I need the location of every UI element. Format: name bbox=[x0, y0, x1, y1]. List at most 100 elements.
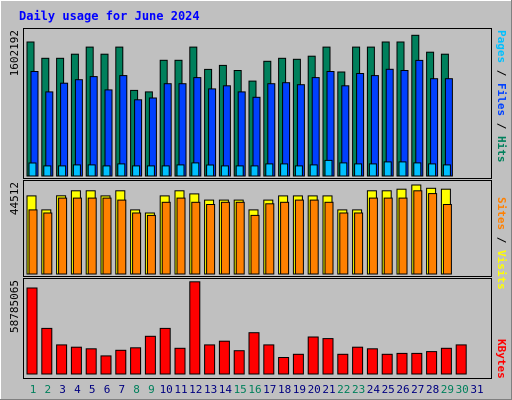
hits-legend: Pages / Files / Hits bbox=[495, 30, 508, 163]
pages-bar bbox=[87, 164, 96, 177]
chart-bars bbox=[26, 34, 467, 375]
files-bar bbox=[60, 82, 69, 177]
legend-files: Files bbox=[495, 83, 508, 116]
pages-bar bbox=[442, 164, 451, 177]
kbytes-bar bbox=[366, 348, 378, 375]
day-label: 23 bbox=[352, 383, 365, 396]
pages-bar bbox=[43, 165, 52, 177]
pages-bar bbox=[413, 162, 422, 177]
files-bar bbox=[267, 83, 276, 177]
files-bar bbox=[163, 83, 172, 177]
pages-bar bbox=[428, 163, 437, 177]
sites-bar bbox=[368, 197, 378, 275]
kbytes-bar bbox=[352, 346, 364, 375]
sites-bar bbox=[413, 190, 423, 275]
sites-bar bbox=[339, 212, 349, 275]
day-label: 27 bbox=[411, 383, 424, 396]
day-label: 15 bbox=[234, 383, 247, 396]
files-bar bbox=[370, 75, 379, 177]
pages-bar bbox=[280, 163, 289, 177]
kbytes-bar bbox=[218, 340, 230, 375]
pages-bar bbox=[398, 161, 407, 177]
day-label: 30 bbox=[456, 383, 469, 396]
sites-bar bbox=[43, 212, 53, 275]
day-label: 16 bbox=[248, 383, 261, 396]
pages-bar bbox=[324, 159, 333, 177]
sites-bar bbox=[324, 201, 334, 275]
kbytes-bar bbox=[292, 353, 304, 375]
pages-bar bbox=[265, 163, 274, 177]
files-bar bbox=[178, 83, 187, 177]
kbytes-bar bbox=[144, 335, 156, 375]
pages-bar bbox=[206, 164, 215, 177]
pages-bar bbox=[176, 164, 185, 177]
files-bar bbox=[193, 77, 202, 177]
kbytes-bar bbox=[263, 344, 275, 375]
files-bar bbox=[119, 75, 128, 177]
kbytes-bar bbox=[307, 336, 319, 375]
files-bar bbox=[89, 76, 98, 177]
pages-bar bbox=[383, 161, 392, 177]
visits-legend: Sites / Visits bbox=[495, 197, 508, 290]
files-bar bbox=[74, 79, 83, 177]
sites-bar bbox=[72, 197, 82, 275]
day-label: 22 bbox=[337, 383, 350, 396]
kbytes-bar bbox=[440, 347, 452, 375]
kbytes-bar bbox=[396, 352, 408, 375]
pages-bar bbox=[235, 165, 244, 177]
pages-bar bbox=[146, 165, 155, 177]
files-bar bbox=[282, 82, 291, 177]
files-bar bbox=[237, 91, 246, 177]
sites-bar bbox=[398, 197, 408, 275]
pages-bar bbox=[28, 162, 37, 177]
day-label: 6 bbox=[104, 383, 111, 396]
sites-bar bbox=[117, 199, 127, 275]
kbytes-bar bbox=[204, 344, 216, 375]
sites-bar bbox=[161, 201, 171, 275]
kbytes-bar bbox=[159, 327, 171, 375]
sites-bar bbox=[442, 204, 452, 275]
kbytes-bar bbox=[100, 355, 112, 375]
files-bar bbox=[385, 68, 394, 177]
day-label: 26 bbox=[396, 383, 409, 396]
files-bar bbox=[400, 70, 409, 177]
legend-hits: Hits bbox=[495, 136, 508, 163]
files-bar bbox=[296, 84, 305, 177]
day-label: 11 bbox=[174, 383, 187, 396]
kbytes-bar bbox=[233, 350, 245, 375]
kbytes-bar bbox=[455, 344, 467, 375]
pages-bar bbox=[250, 165, 259, 177]
day-label: 19 bbox=[293, 383, 306, 396]
day-label: 14 bbox=[219, 383, 233, 396]
day-label: 18 bbox=[278, 383, 291, 396]
pages-bar bbox=[58, 165, 67, 177]
kbytes-y-max-label: 58785065 bbox=[8, 280, 21, 333]
day-label: 2 bbox=[44, 383, 51, 396]
files-bar bbox=[208, 88, 217, 177]
kbytes-bar bbox=[70, 346, 82, 375]
sites-bar bbox=[250, 214, 260, 275]
kbytes-bar bbox=[381, 353, 393, 375]
sites-bar bbox=[280, 201, 290, 275]
pages-bar bbox=[294, 165, 303, 177]
kbytes-bar bbox=[26, 287, 38, 375]
day-label: 10 bbox=[160, 383, 173, 396]
sites-bar bbox=[191, 201, 201, 275]
sites-bar bbox=[146, 214, 156, 275]
kbytes-bar bbox=[337, 353, 349, 375]
kbytes-bar bbox=[278, 357, 290, 375]
files-bar bbox=[444, 78, 453, 177]
files-bar bbox=[134, 99, 143, 177]
sites-bar bbox=[28, 209, 38, 275]
kbytes-bar bbox=[85, 348, 97, 375]
chart-title: Daily usage for June 2024 bbox=[19, 9, 200, 23]
files-bar bbox=[222, 85, 231, 177]
day-label: 3 bbox=[59, 383, 66, 396]
pages-bar bbox=[161, 165, 170, 177]
day-label: 13 bbox=[204, 383, 217, 396]
legend-kbytes: KBytes bbox=[495, 339, 508, 379]
hits-y-max-label: 1602192 bbox=[8, 30, 21, 76]
pages-bar bbox=[72, 164, 81, 177]
